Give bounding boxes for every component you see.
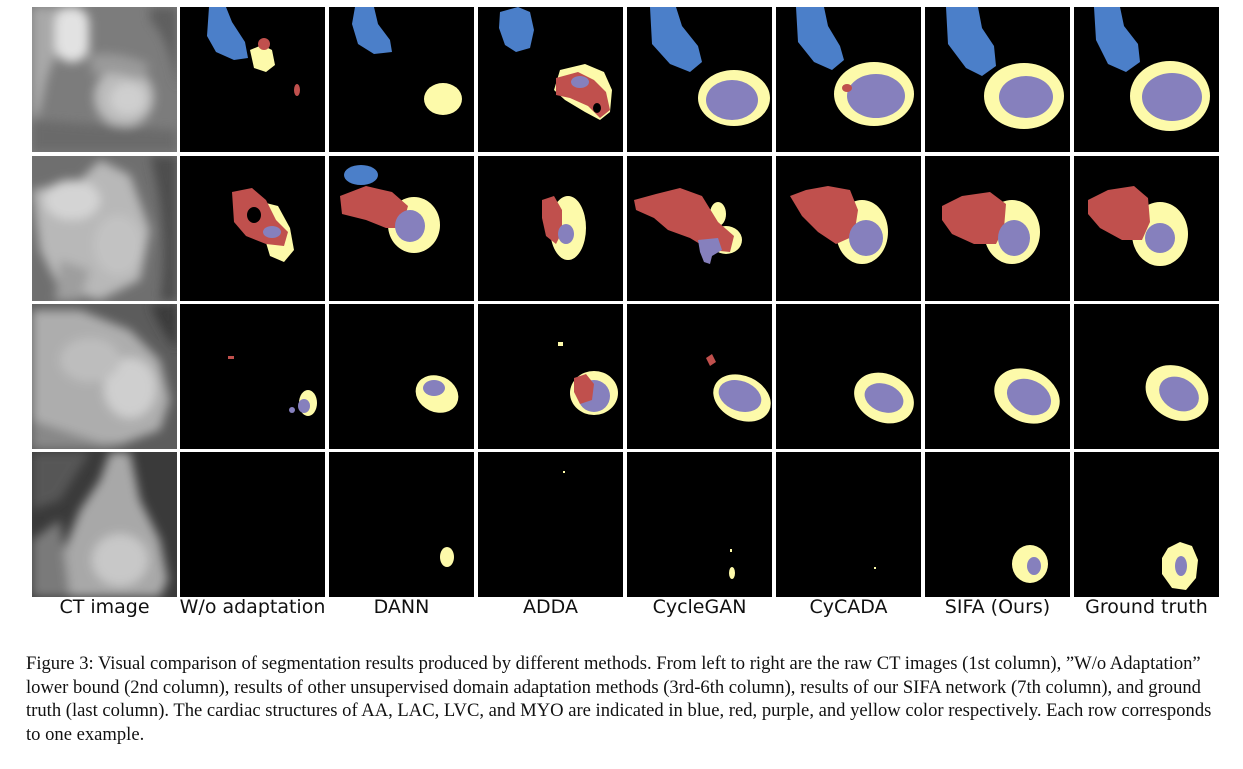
- seg-row-3-ground-truth: [1074, 304, 1219, 449]
- seg-row-1-cyclegan: [627, 7, 772, 152]
- seg-row-2-cycada: [776, 156, 921, 301]
- seg-row-1-dann: [329, 7, 474, 152]
- seg-row-4-ground-truth: [1074, 452, 1219, 597]
- seg-row-3-sifa: [925, 304, 1070, 449]
- seg-row-2-cyclegan: [627, 156, 772, 301]
- seg-row-1-cycada: [776, 7, 921, 152]
- column-label-ct-image: CT image: [59, 596, 150, 618]
- segmentation-figure: CT image W/o adaptation DANN ADDA CycleG…: [32, 7, 1219, 618]
- seg-row-4-sifa: [925, 452, 1070, 597]
- ct-image-row-3: [32, 304, 177, 449]
- seg-row-1-ground-truth: [1074, 7, 1219, 152]
- seg-row-4-cycada: [776, 452, 921, 597]
- row-3: [32, 304, 1219, 449]
- ct-image-row-4: [32, 452, 177, 597]
- column-label-cycada: CyCADA: [809, 596, 888, 618]
- seg-row-2-sifa: [925, 156, 1070, 301]
- column-label-wo-adaptation: W/o adaptation: [179, 596, 326, 618]
- row-2: [32, 156, 1219, 301]
- seg-row-3-dann: [329, 304, 474, 449]
- seg-row-3-cycada: [776, 304, 921, 449]
- column-label-sifa: SIFA (Ours): [944, 596, 1051, 618]
- column-label-adda: ADDA: [523, 596, 578, 618]
- seg-row-2-wo-adaptation: [180, 156, 325, 301]
- seg-row-3-adda: [478, 304, 623, 449]
- figure-caption: Figure 3: Visual comparison of segmentat…: [26, 653, 1212, 745]
- ct-image-row-2: [32, 156, 177, 301]
- seg-row-4-wo-adaptation: [180, 452, 325, 597]
- seg-row-2-adda: [478, 156, 623, 301]
- seg-row-2-ground-truth: [1074, 156, 1219, 301]
- row-1: [32, 7, 1219, 152]
- seg-row-1-wo-adaptation: [180, 7, 325, 152]
- seg-row-4-dann: [329, 452, 474, 597]
- seg-row-3-wo-adaptation: [180, 304, 325, 449]
- column-label-cyclegan: CycleGAN: [652, 596, 747, 618]
- segmentation-grid: [32, 7, 1219, 597]
- column-label-dann: DANN: [373, 596, 430, 618]
- seg-row-1-sifa: [925, 7, 1070, 152]
- seg-row-4-cyclegan: [627, 452, 772, 597]
- column-label-ground-truth: Ground truth: [1085, 596, 1208, 618]
- seg-row-4-adda: [478, 452, 623, 597]
- seg-row-3-cyclegan: [627, 304, 772, 449]
- ct-image-row-1: [32, 7, 177, 152]
- row-4: [32, 452, 1219, 597]
- seg-row-1-adda: [478, 7, 623, 152]
- seg-row-2-dann: [329, 156, 474, 301]
